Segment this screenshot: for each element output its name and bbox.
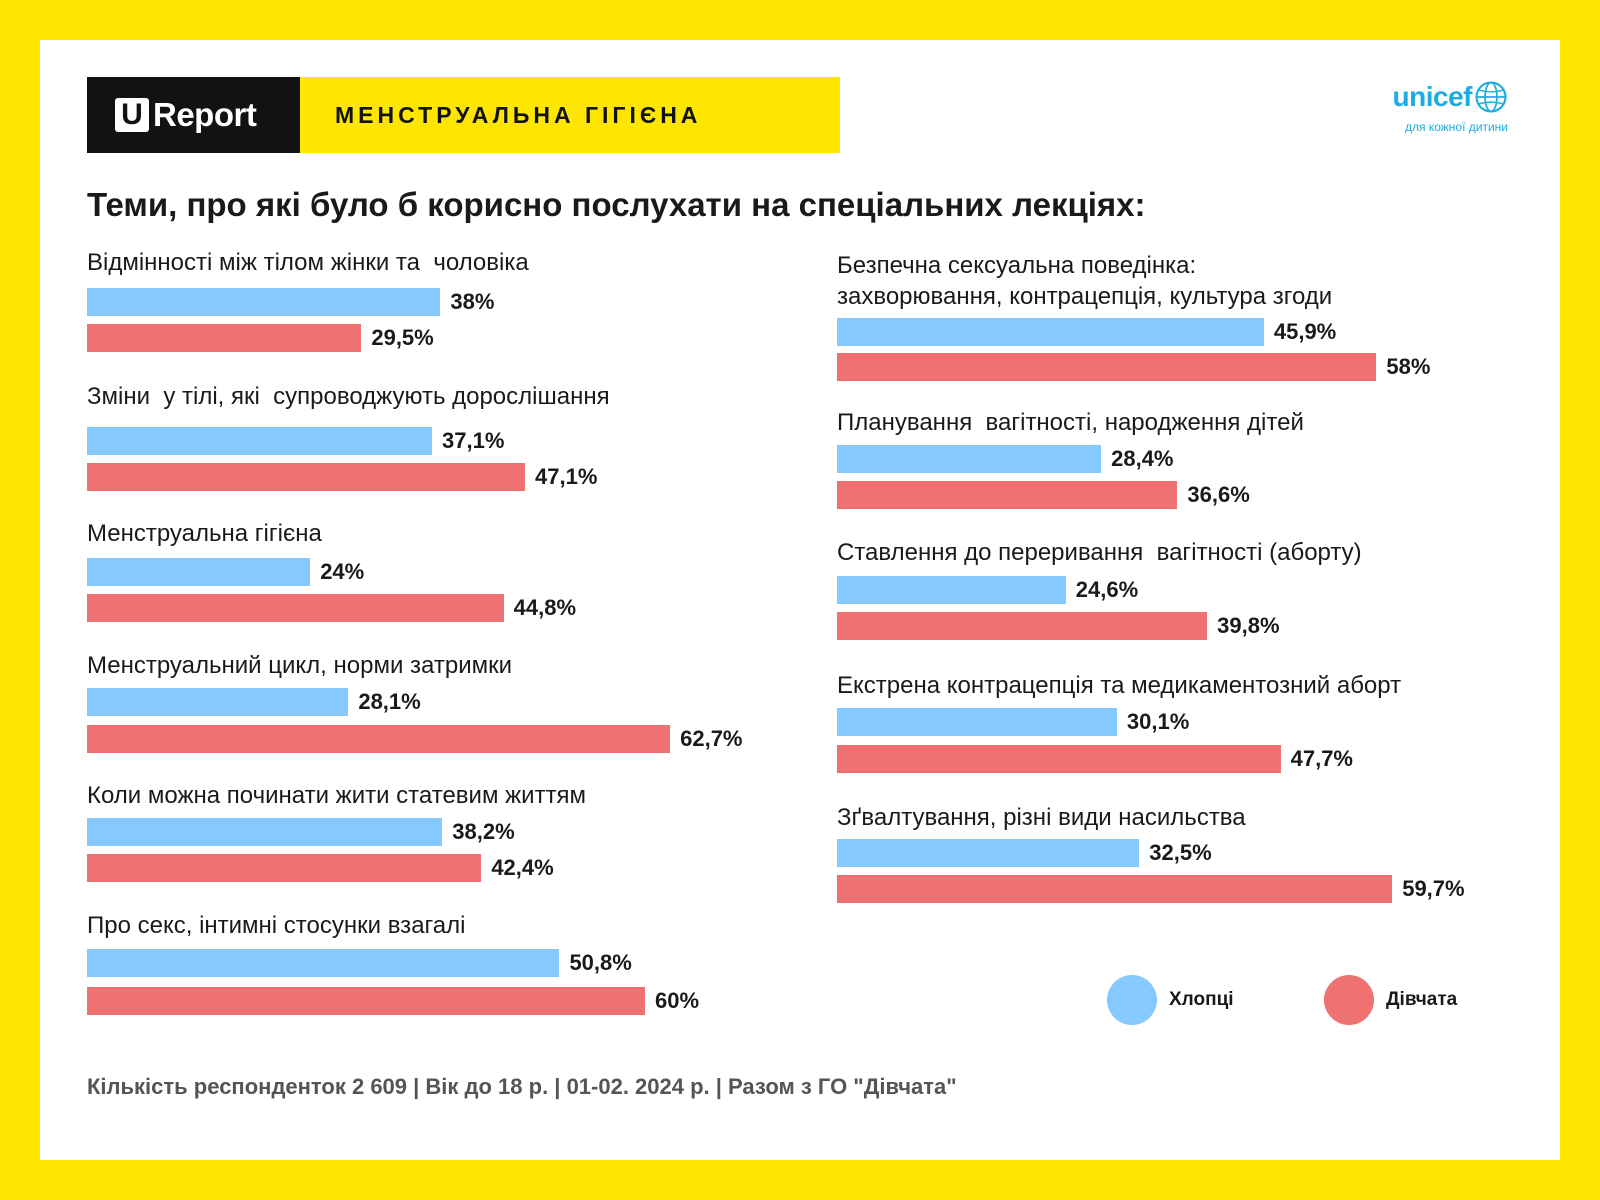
- boys-value-label: 24%: [320, 559, 365, 584]
- girls-value-label: 47,1%: [535, 464, 598, 489]
- boys-bar: [837, 708, 1117, 736]
- girls-value-label: 44,8%: [513, 595, 577, 620]
- category-label: Екстрена контрацепція та медикаментозний…: [837, 672, 1402, 699]
- boys-value-label: 28,1%: [358, 689, 421, 714]
- boys-bar: [837, 576, 1066, 604]
- girls-bar: [837, 481, 1178, 509]
- boys-value-label: 24,6%: [1075, 577, 1139, 602]
- category-label: Ставлення до переривання вагітності (або…: [837, 539, 1362, 566]
- boys-value-label: 38%: [450, 289, 495, 314]
- category-label: Про секс, інтимні стосунки взагалі: [87, 912, 466, 939]
- unicef-logo: unicef для кожної дитини: [1393, 80, 1508, 134]
- girls-bar: [837, 612, 1208, 640]
- category-label: Зґвалтування, різні види насильства: [837, 804, 1246, 831]
- boys-bar: [87, 427, 433, 455]
- category-label: Безпечна сексуальна поведінка: захворюва…: [837, 252, 1333, 310]
- category-label: Зміни у тілі, які супроводжують доросліш…: [87, 383, 610, 410]
- legend-swatch-girls: [1324, 975, 1374, 1025]
- globe-icon: [1475, 81, 1507, 113]
- infographic-card: U Report МЕНСТРУАЛЬНА ГІГІЄНА unicef для…: [40, 40, 1560, 1160]
- girls-value-label: 59,7%: [1402, 876, 1465, 901]
- legend-item-boys: Хлопці: [1107, 975, 1234, 1025]
- girls-value-label: 36,6%: [1187, 482, 1250, 507]
- category-label: Коли можна починати жити статевим життям: [87, 782, 587, 809]
- girls-bar: [87, 594, 504, 622]
- girls-bar: [837, 353, 1377, 381]
- girls-value-label: 29,5%: [371, 325, 434, 350]
- boys-value-label: 37,1%: [442, 428, 505, 453]
- girls-bar: [87, 725, 671, 753]
- boys-bar: [87, 949, 560, 977]
- girls-bar: [837, 875, 1393, 903]
- boys-bar: [837, 839, 1140, 867]
- boys-bar: [837, 318, 1264, 346]
- girls-value-label: 62,7%: [680, 726, 743, 751]
- girls-value-label: 58%: [1386, 354, 1431, 379]
- category-label: Менструальна гігієна: [87, 520, 322, 547]
- girls-bar: [87, 463, 526, 491]
- header-banner: U Report МЕНСТРУАЛЬНА ГІГІЄНА: [87, 77, 840, 153]
- boys-bar: [87, 558, 311, 586]
- girls-bar: [87, 987, 645, 1015]
- girls-bar: [837, 745, 1281, 773]
- girls-value-label: 60%: [655, 988, 700, 1013]
- category-label: Відмінності між тілом жінки та чоловіка: [87, 249, 529, 276]
- footer-note: Кількість респонденток 2 609 | Вік до 18…: [87, 1074, 957, 1099]
- boys-bar: [87, 818, 443, 846]
- boys-bar: [837, 445, 1102, 473]
- ureport-u-mark: U: [115, 98, 149, 132]
- legend-label-boys: Хлопці: [1169, 989, 1234, 1010]
- girls-bar: [87, 324, 362, 352]
- boys-value-label: 30,1%: [1126, 709, 1190, 734]
- ureport-logo: U Report: [87, 77, 300, 153]
- ureport-wordmark: Report: [153, 96, 257, 133]
- topic-banner: МЕНСТРУАЛЬНА ГІГІЄНА: [300, 77, 840, 153]
- chart-title: Теми, про які було б корисно послухати н…: [87, 186, 1146, 223]
- boys-bar: [87, 688, 349, 716]
- boys-value-label: 45,9%: [1273, 319, 1337, 344]
- legend-swatch-boys: [1107, 975, 1157, 1025]
- category-label: Планування вагітності, народження дітей: [837, 409, 1304, 436]
- girls-value-label: 42,4%: [491, 855, 554, 880]
- boys-bar: [87, 288, 441, 316]
- unicef-wordmark: unicef: [1392, 81, 1473, 112]
- girls-value-label: 47,7%: [1290, 746, 1353, 771]
- boys-value-label: 28,4%: [1111, 446, 1174, 471]
- girls-value-label: 39,8%: [1217, 613, 1280, 638]
- boys-value-label: 50,8%: [569, 950, 632, 975]
- legend-item-girls: Дівчата: [1324, 975, 1457, 1025]
- legend-label-girls: Дівчата: [1386, 989, 1458, 1010]
- girls-bar: [87, 854, 482, 882]
- unicef-tagline: для кожної дитини: [1405, 120, 1508, 134]
- boys-value-label: 38,2%: [452, 819, 515, 844]
- category-label: Менструальний цикл, норми затримки: [87, 652, 513, 679]
- boys-value-label: 32,5%: [1149, 840, 1212, 865]
- topic-title: МЕНСТРУАЛЬНА ГІГІЄНА: [335, 101, 702, 128]
